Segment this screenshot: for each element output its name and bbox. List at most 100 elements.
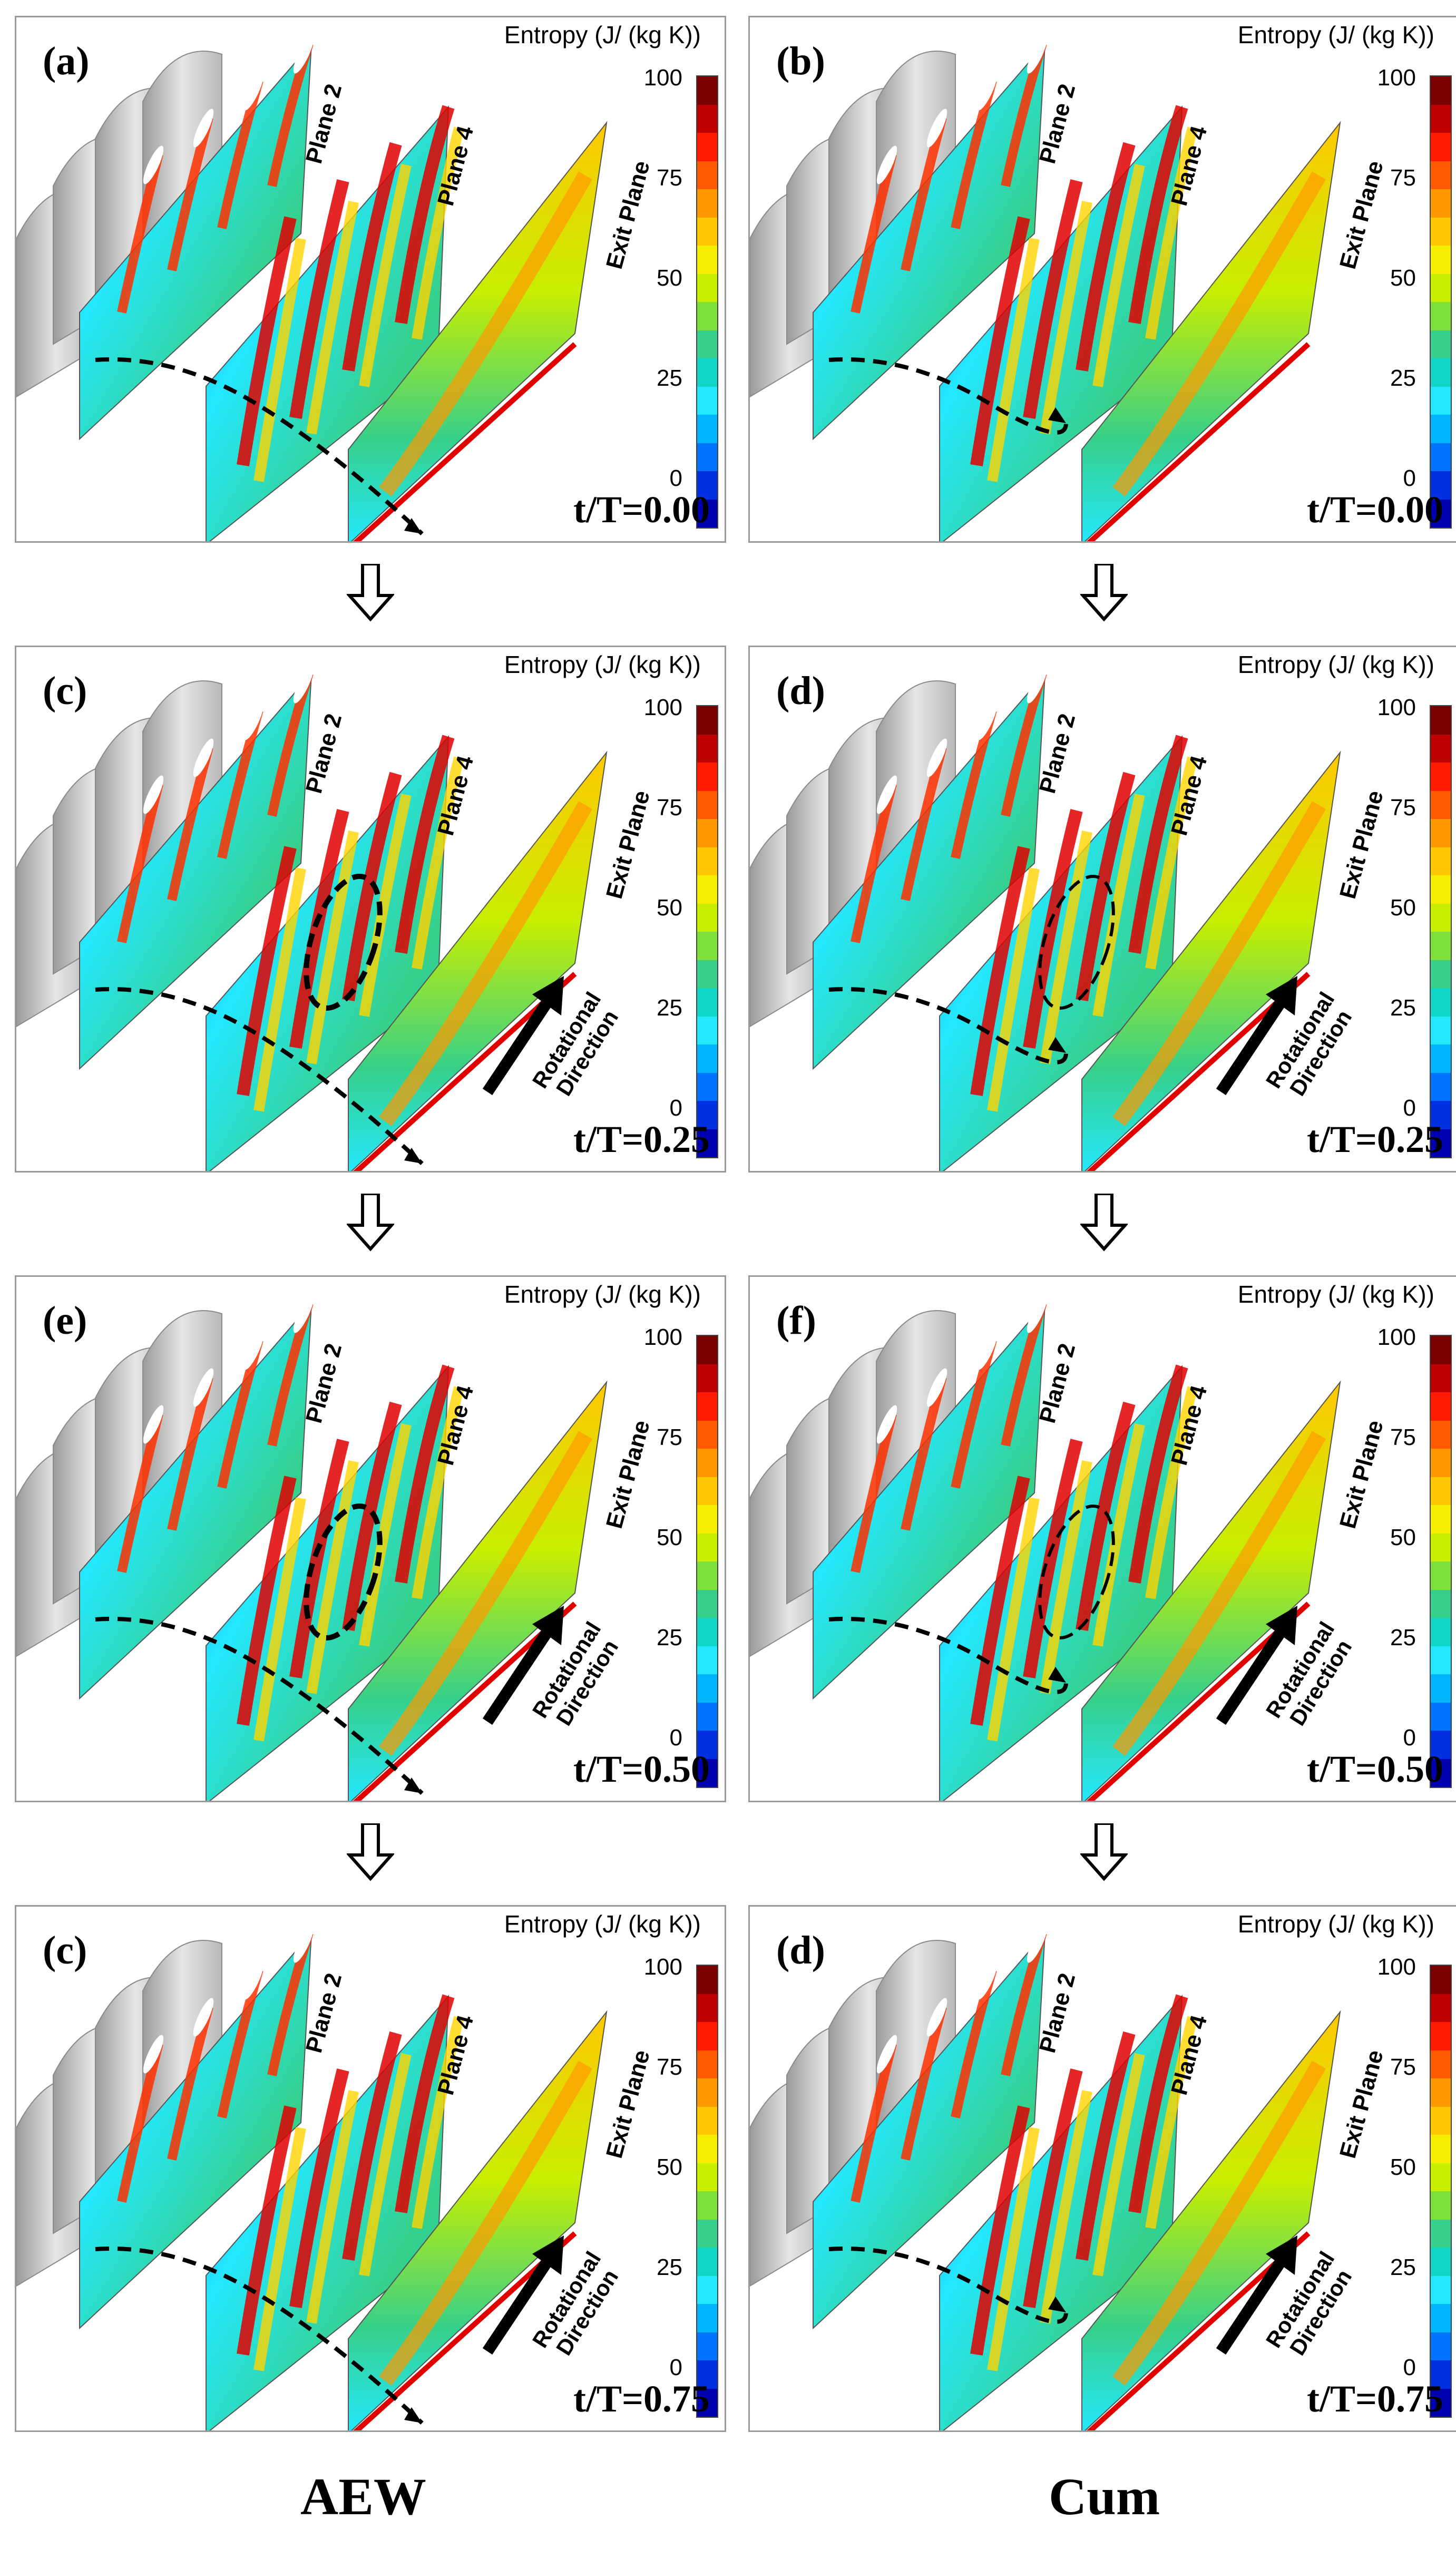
colorbar-tick-label: 0 bbox=[1403, 1095, 1416, 1121]
panel-label: (c) bbox=[43, 669, 87, 713]
mid-entropy-streak bbox=[412, 1386, 464, 1599]
high-entropy-streak bbox=[342, 142, 402, 372]
wake-core bbox=[876, 775, 897, 814]
colorbar-segment bbox=[697, 2360, 717, 2389]
high-entropy-streak bbox=[1023, 179, 1083, 419]
exit-plane-contour bbox=[1081, 1380, 1341, 1801]
mid-entropy-streak bbox=[987, 867, 1040, 1112]
colorbar-segment bbox=[1431, 499, 1451, 528]
wake-core bbox=[876, 145, 897, 184]
exit-plane-contour bbox=[348, 1380, 608, 1801]
trajectory-arrowhead bbox=[1048, 407, 1066, 423]
colorbar-segment bbox=[1431, 2248, 1451, 2276]
colorbar-segment bbox=[1431, 1477, 1451, 1505]
wake-core bbox=[143, 775, 164, 814]
trajectory-arrowhead bbox=[1048, 1667, 1066, 1683]
flow-scene bbox=[16, 35, 608, 541]
high-entropy-streak bbox=[289, 2068, 349, 2308]
highlight-ellipse bbox=[304, 873, 383, 1011]
rotational-direction-arrow-icon bbox=[482, 2235, 564, 2355]
colorbar-segment bbox=[1431, 734, 1451, 763]
trajectory-arrowhead bbox=[404, 518, 422, 534]
plane-2-contour bbox=[79, 672, 312, 1070]
colorbar-tick-label: 50 bbox=[657, 265, 682, 291]
rotational-direction-arrow-icon bbox=[482, 1606, 564, 1725]
trajectory-arrowhead bbox=[404, 2407, 422, 2423]
colorbar-segment bbox=[697, 1129, 717, 1157]
wake-core bbox=[143, 145, 164, 184]
wake-core bbox=[976, 72, 998, 111]
colorbar-tick-label: 50 bbox=[1390, 2154, 1416, 2180]
colorbar-segment bbox=[1431, 1533, 1451, 1561]
column-label-aew: AEW bbox=[300, 2467, 426, 2526]
colorbar-tick-label: 75 bbox=[1390, 165, 1416, 191]
mid-entropy-streak bbox=[359, 163, 412, 387]
colorbar-segment bbox=[697, 1420, 717, 1449]
colorbar-segment bbox=[1431, 2304, 1451, 2332]
colorbar-tick-label: 25 bbox=[1390, 365, 1416, 391]
high-entropy-streak bbox=[395, 1994, 455, 2213]
mid-entropy-streak bbox=[1040, 201, 1092, 435]
panel-label: (d) bbox=[776, 1928, 825, 1972]
colorbar-segment bbox=[697, 903, 717, 932]
high-entropy-streak bbox=[1128, 1994, 1188, 2213]
colorbar-segment bbox=[697, 1589, 717, 1618]
colorbar-segment bbox=[1431, 819, 1451, 847]
exit-high-entropy-band bbox=[1112, 1431, 1326, 1756]
mid-entropy-streak bbox=[1092, 1423, 1145, 1647]
entropy-colorbar bbox=[1430, 1335, 1452, 1788]
mid-entropy-streak bbox=[1145, 2016, 1198, 2229]
colorbar-segment bbox=[1431, 1072, 1451, 1101]
colorbar-segment bbox=[697, 2304, 717, 2332]
high-entropy-streak bbox=[237, 216, 297, 466]
panel-label: (e) bbox=[43, 1298, 87, 1343]
colorbar-segment bbox=[697, 790, 717, 819]
wake-core bbox=[193, 738, 214, 777]
colorbar-tick-label: 50 bbox=[657, 895, 682, 921]
colorbar-segment bbox=[1431, 217, 1451, 246]
colorbar-segment bbox=[1431, 1731, 1451, 1759]
wake-core bbox=[243, 1961, 264, 2000]
rotational-direction-arrow-icon bbox=[1216, 2235, 1297, 2355]
high-entropy-streak bbox=[1076, 2031, 1136, 2261]
time-label: t/T=0.50 bbox=[573, 1748, 710, 1790]
colorbar-tick-label: 0 bbox=[669, 1095, 682, 1121]
colorbar-segment bbox=[697, 875, 717, 904]
mid-entropy-streak bbox=[987, 2127, 1040, 2371]
colorbar-segment bbox=[697, 2332, 717, 2360]
flow-scene bbox=[750, 1294, 1341, 1801]
trajectory-arrowhead bbox=[1048, 1037, 1066, 1053]
mid-entropy-streak bbox=[253, 238, 306, 482]
high-entropy-streak bbox=[237, 2105, 297, 2356]
colorbar-segment bbox=[1431, 2050, 1451, 2078]
colorbar-title: Entropy (J/ (kg K)) bbox=[1237, 1281, 1434, 1308]
colorbar-segment bbox=[697, 1044, 717, 1073]
colorbar-segment bbox=[1431, 1420, 1451, 1449]
flow-scene bbox=[750, 35, 1341, 541]
exit-plane-contour bbox=[348, 121, 608, 541]
exit-plane-edge bbox=[353, 342, 577, 541]
colorbar-segment bbox=[1431, 330, 1451, 358]
colorbar-tick-label: 75 bbox=[1390, 795, 1416, 821]
exit-high-entropy-band bbox=[1112, 2060, 1326, 2386]
mid-entropy-streak bbox=[1040, 2090, 1092, 2324]
colorbar-tick-label: 0 bbox=[1403, 1725, 1416, 1751]
colorbar-segment bbox=[697, 302, 717, 330]
wake-core bbox=[143, 2035, 164, 2074]
exit-plane-contour bbox=[348, 750, 608, 1171]
colorbar-segment bbox=[1431, 1618, 1451, 1646]
entropy-colorbar bbox=[696, 1335, 718, 1788]
plane-2-contour bbox=[813, 1931, 1046, 2330]
colorbar-tick-label: 100 bbox=[1377, 1954, 1416, 1980]
wake-core bbox=[976, 1331, 998, 1370]
colorbar-segment bbox=[1431, 471, 1451, 500]
colorbar-segment bbox=[1431, 1449, 1451, 1477]
high-entropy-streak bbox=[237, 846, 297, 1096]
colorbar-segment bbox=[1431, 1702, 1451, 1731]
wake-core bbox=[193, 1998, 214, 2037]
flow-scene bbox=[16, 665, 608, 1171]
colorbar-segment bbox=[697, 2050, 717, 2078]
